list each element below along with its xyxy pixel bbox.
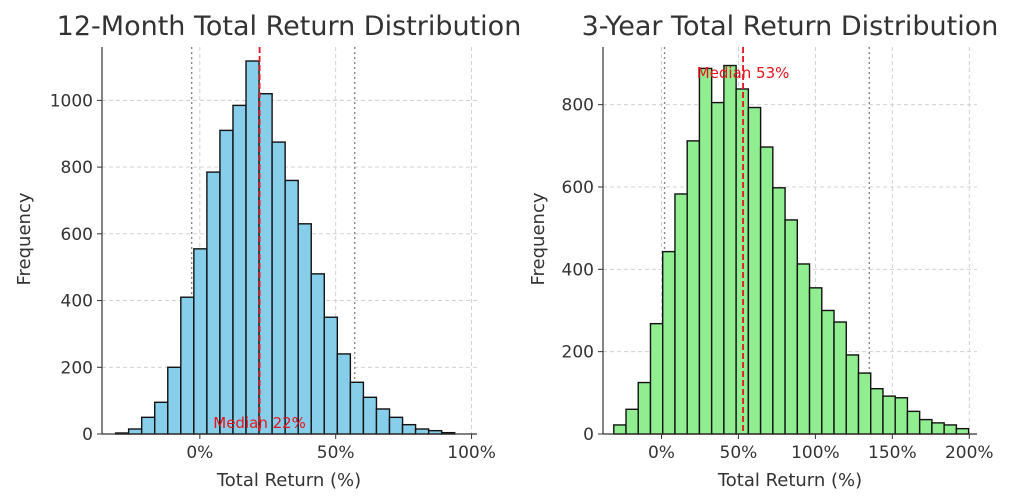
histogram-bar — [649, 322, 664, 435]
y-tick-label: 800 — [61, 158, 93, 178]
histogram-bar — [414, 428, 430, 435]
histogram-bar — [258, 93, 273, 435]
histogram-bars — [114, 60, 456, 435]
histogram-bar — [297, 223, 312, 435]
chart-12-month: 12-Month Total Return Distribution Total… — [14, 11, 521, 491]
x-axis-label: Total Return (%) — [717, 470, 862, 491]
chart-title: 3-Year Total Return Distribution — [582, 11, 999, 42]
y-tick-label: 1000 — [50, 91, 93, 111]
x-tick-label: 50% — [720, 443, 758, 463]
histogram-bar — [906, 410, 921, 435]
histogram-bar — [796, 263, 811, 435]
histogram-bar — [821, 309, 835, 435]
histogram-bar — [167, 366, 182, 435]
histogram-bar — [284, 179, 299, 435]
histogram-bar — [894, 397, 909, 435]
y-axis-label: Frequency — [528, 192, 549, 285]
histogram-bar — [362, 396, 378, 435]
histogram-bar — [245, 60, 260, 435]
histogram-bar — [206, 171, 221, 435]
histogram-bar — [747, 106, 762, 435]
chart-3-year: 3-Year Total Return Distribution Total R… — [528, 11, 998, 491]
chart-title: 12-Month Total Return Distribution — [57, 11, 522, 42]
histogram-bar — [336, 353, 352, 435]
histogram-bar — [349, 381, 365, 435]
x-tick-label: 0% — [186, 443, 213, 463]
histogram-bar — [154, 401, 169, 435]
histogram-bar — [193, 248, 208, 435]
histogram-bar — [710, 101, 725, 435]
histogram-bar — [219, 129, 234, 435]
histogram-bar — [637, 381, 652, 435]
x-tick-label: 100% — [791, 443, 840, 463]
histogram-bar — [686, 140, 701, 435]
histogram-bar — [613, 424, 627, 435]
histogram-bar — [180, 296, 195, 435]
histogram-bar — [271, 141, 286, 435]
median-label: Median 22% — [213, 414, 306, 432]
x-axis-label: Total Return (%) — [216, 470, 361, 491]
x-tick-label: 50% — [317, 443, 355, 463]
histogram-bars — [613, 64, 970, 435]
histogram-bar — [723, 64, 737, 435]
histogram-bar — [943, 424, 958, 435]
histogram-bar — [310, 273, 325, 435]
y-tick-label: 600 — [61, 225, 93, 245]
histogram-bar — [140, 416, 156, 435]
histogram-bar — [870, 388, 884, 435]
histogram-bar — [375, 408, 391, 435]
y-tick-label: 0 — [82, 425, 93, 445]
histogram-bar — [808, 287, 823, 435]
histogram-bar — [127, 428, 143, 435]
histogram-bar — [955, 427, 970, 435]
histogram-bar — [882, 395, 896, 435]
y-axis-label: Frequency — [14, 192, 35, 285]
histogram-bar — [759, 146, 774, 435]
histogram-bar — [662, 250, 676, 435]
y-tick-label: 0 — [583, 425, 594, 445]
y-tick-label: 400 — [61, 292, 93, 312]
histogram-bar — [918, 418, 933, 435]
histogram-bar — [931, 422, 945, 435]
histogram-bar — [323, 316, 339, 435]
histogram-bar — [857, 372, 872, 435]
y-tick-label: 400 — [562, 260, 594, 280]
x-tick-label: 200% — [945, 443, 994, 463]
x-tick-label: 0% — [648, 443, 675, 463]
histogram-bar — [625, 408, 639, 435]
histogram-bar — [232, 104, 247, 435]
median-label: Median 53% — [697, 64, 790, 82]
histogram-bar — [845, 354, 860, 435]
histogram-bar — [388, 416, 404, 435]
histogram-bar — [698, 67, 713, 435]
histogram-bar — [784, 219, 799, 435]
x-tick-label: 100% — [447, 443, 496, 463]
histogram-bar — [674, 193, 688, 435]
histogram-bar — [772, 187, 786, 435]
y-tick-label: 800 — [562, 96, 594, 116]
y-tick-label: 200 — [61, 358, 93, 378]
histogram-bar — [833, 321, 847, 435]
x-tick-label: 150% — [868, 443, 917, 463]
histogram-bar — [401, 423, 417, 435]
y-tick-label: 600 — [562, 178, 594, 198]
y-tick-label: 200 — [562, 343, 594, 363]
